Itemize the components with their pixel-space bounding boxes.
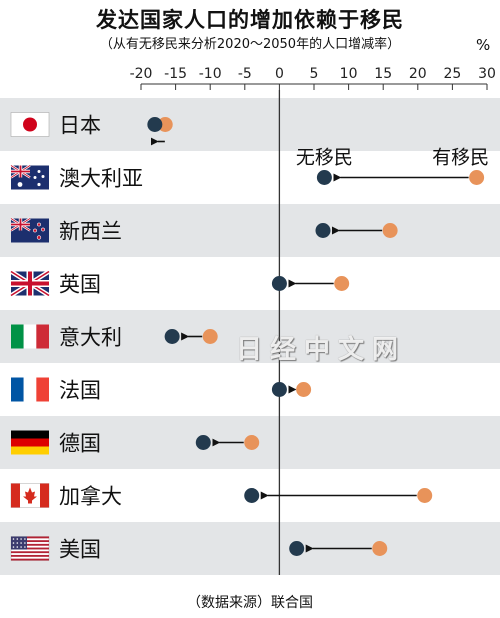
no-migration-dot: [289, 541, 305, 556]
no-migration-dot: [244, 488, 260, 503]
no-migration-dot: [315, 223, 331, 238]
usa-flag: [10, 536, 50, 561]
country-label: 美国: [59, 538, 101, 562]
no-migration-dot: [271, 276, 287, 291]
watermark: 日经中文网: [236, 335, 407, 365]
x-tick-label: 20: [409, 66, 427, 82]
row-band: [0, 310, 500, 363]
source-note: （数据来源）联合国: [187, 595, 313, 611]
series-label-with-migration: 有移民: [432, 147, 489, 169]
country-label: 加拿大: [59, 485, 122, 509]
with-migration-dot: [334, 276, 350, 291]
new-zealand-flag: [10, 217, 49, 243]
chart-subtitle: （从有无移民来分析2020～2050年的人口增减率）: [99, 37, 401, 52]
italy-flag: [11, 324, 49, 349]
with-migration-dot: [417, 488, 433, 503]
no-migration-dot: [147, 117, 163, 132]
with-migration-dot: [469, 170, 485, 185]
with-migration-dot: [372, 541, 388, 556]
x-tick-label: -10: [199, 66, 222, 82]
chart-title: 发达国家人口的增加依赖于移民: [96, 8, 404, 32]
x-tick-label: -20: [130, 66, 153, 82]
no-migration-dot: [271, 382, 287, 397]
france-flag: [11, 377, 49, 402]
no-migration-dot: [316, 170, 332, 185]
germany-flag: [11, 430, 49, 455]
x-tick-label: 30: [478, 66, 496, 82]
x-tick-label: -5: [238, 66, 252, 82]
country-label: 澳大利亚: [59, 167, 143, 191]
series-label-no-migration: 无移民: [296, 147, 353, 169]
unit-label: %: [476, 36, 491, 54]
with-migration-dot: [382, 223, 398, 238]
x-tick-label: -15: [164, 66, 187, 82]
country-label: 法国: [59, 379, 101, 403]
country-label: 日本: [59, 114, 101, 138]
x-tick-label: 15: [374, 66, 392, 82]
with-migration-dot: [296, 382, 312, 397]
with-migration-dot: [202, 329, 218, 344]
x-tick-label: 10: [340, 66, 358, 82]
x-tick-label: 0: [275, 66, 284, 82]
row-band: [0, 98, 500, 151]
country-label: 德国: [59, 432, 101, 456]
uk-flag: [9, 269, 51, 298]
with-migration-dot: [244, 435, 260, 450]
x-tick-label: 5: [310, 66, 319, 82]
with-migration-dot: [157, 117, 173, 132]
no-migration-dot: [195, 435, 211, 450]
x-tick-label: 25: [443, 66, 461, 82]
no-migration-dot: [164, 329, 180, 344]
country-label: 意大利: [59, 326, 122, 350]
japan-flag: [10, 112, 50, 137]
australia-flag: [10, 164, 49, 190]
country-label: 英国: [59, 273, 101, 297]
country-label: 新西兰: [59, 220, 122, 244]
row-band: [0, 522, 500, 575]
canada-flag: [10, 483, 50, 508]
row-band: [0, 204, 500, 257]
